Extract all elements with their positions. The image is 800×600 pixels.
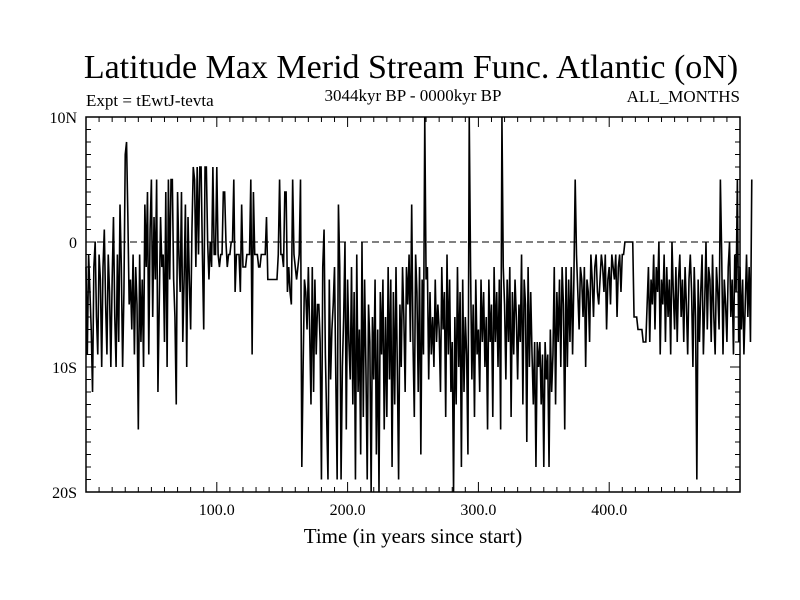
x-tick-labels: 100.0 200.0 300.0 400.0 [199, 502, 627, 519]
y-tick-label: 10S [52, 360, 77, 377]
x-tick-label: 300.0 [460, 502, 496, 519]
y-tick-labels: 10N 0 10S 20S [49, 110, 77, 502]
y-tick-label: 0 [69, 235, 77, 252]
months-label: ALL_MONTHS [627, 87, 740, 106]
y-tick-label: 20S [52, 485, 77, 502]
plot-frame [85, 116, 741, 493]
x-tick-label: 100.0 [199, 502, 235, 519]
x-axis-label: Time (in years since start) [304, 524, 523, 548]
y-tick-label: 10N [49, 110, 77, 127]
series-line-latitude [85, 116, 753, 493]
x-tick-label: 200.0 [330, 502, 366, 519]
time-range-label: 3044kyr BP - 0000kyr BP [325, 86, 502, 105]
x-tick-label: 400.0 [591, 502, 627, 519]
experiment-label: Expt = tEwtJ-tevta [86, 91, 214, 110]
chart-title: Latitude Max Merid Stream Func. Atlantic… [84, 49, 738, 86]
